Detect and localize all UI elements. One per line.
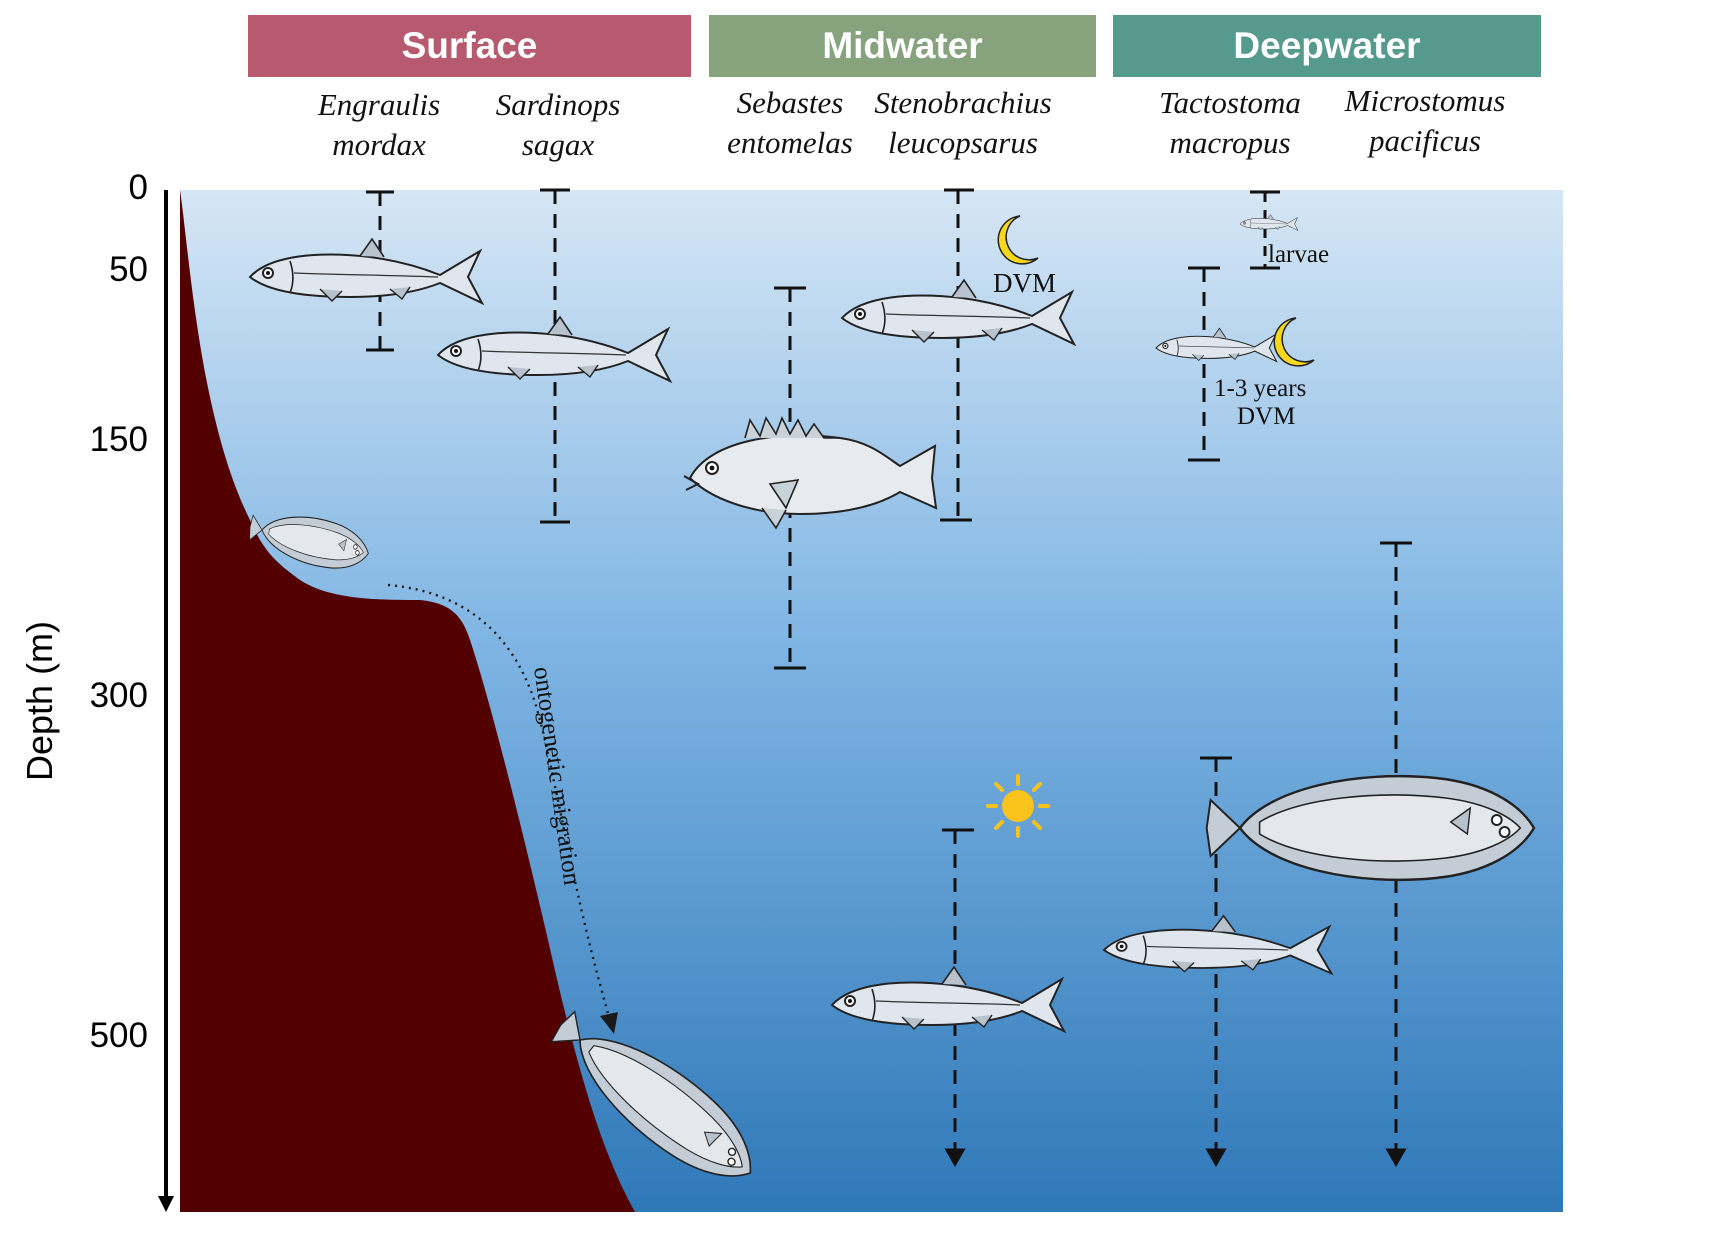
sun-icon: [986, 774, 1050, 838]
species-genus: Sardinops: [495, 87, 621, 122]
species-epithet: entomelas: [727, 125, 853, 160]
range-bar-microstomus: [1380, 541, 1412, 1168]
range-bar-stenobrachius-night: [940, 188, 974, 522]
species-label: Sebastes entomelas: [710, 83, 870, 163]
seafloor: [180, 190, 635, 1212]
species-genus: Microstomus: [1344, 83, 1506, 118]
range-bar-stenobrachius-day: [942, 828, 974, 1168]
species-label: Tactostoma macropus: [1140, 83, 1320, 163]
species-epithet: sagax: [521, 127, 595, 162]
depth-tick: 50: [109, 250, 148, 289]
species-epithet: macropus: [1169, 125, 1291, 160]
species-genus: Tactostoma: [1159, 85, 1301, 120]
range-bar-tactostoma-larvae: [1250, 190, 1280, 270]
species-genus: Stenobrachius: [874, 85, 1052, 120]
depth-axis-arrow: [158, 1196, 174, 1212]
species-genus: Sebastes: [736, 85, 844, 120]
zone-header-surface: Surface: [248, 15, 691, 77]
depth-tick: 500: [89, 1016, 148, 1055]
years-label: 1-3 years: [1214, 375, 1306, 402]
species-label: Stenobrachius leucopsarus: [858, 83, 1068, 163]
species-label: Engraulis mordax: [299, 85, 459, 165]
depth-tick: 150: [89, 420, 148, 459]
species-epithet: mordax: [332, 127, 426, 162]
larvae-label: larvae: [1268, 241, 1329, 268]
years-dvm-label: DVM: [1237, 403, 1295, 430]
migration-arrowhead: [600, 1012, 618, 1034]
depth-tick: 300: [89, 676, 148, 715]
dvm-label: DVM: [993, 268, 1056, 298]
species-genus: Engraulis: [317, 87, 441, 122]
zone-header-midwater: Midwater: [709, 15, 1096, 77]
species-label: Sardinops sagax: [478, 85, 638, 165]
depth-tick: 0: [128, 168, 148, 207]
range-bar-sardinops: [540, 188, 570, 524]
range-bar-tactostoma-juvenile: [1188, 266, 1220, 462]
zone-header-deepwater: Deepwater: [1113, 15, 1541, 77]
range-bar-sebastes: [774, 286, 806, 670]
species-epithet: leucopsarus: [888, 125, 1038, 160]
species-label: Microstomus pacificus: [1325, 81, 1525, 161]
species-epithet: pacificus: [1369, 123, 1481, 158]
